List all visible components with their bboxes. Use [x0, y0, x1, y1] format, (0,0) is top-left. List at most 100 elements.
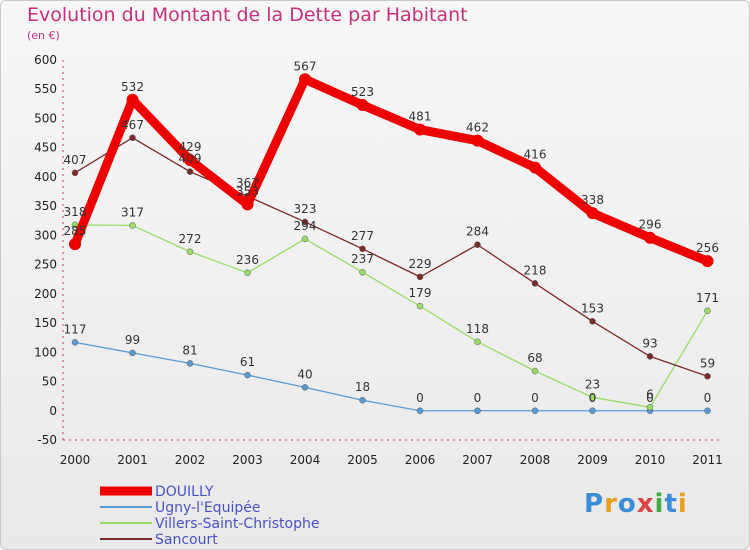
legend: DOUILLYUgny-l'EquipéeVillers-Saint-Chris…: [100, 484, 319, 548]
data-point: [701, 255, 714, 268]
data-point: [531, 367, 539, 375]
data-label: 409: [179, 152, 202, 166]
data-label: 296: [639, 218, 662, 232]
data-point: [186, 248, 194, 256]
data-label: 567: [294, 59, 317, 73]
y-tick-label: 50: [42, 375, 57, 389]
data-label: 277: [351, 229, 374, 243]
data-point: [299, 73, 311, 86]
y-tick-label: 200: [34, 287, 57, 301]
data-point: [69, 238, 81, 251]
data-point: [301, 235, 309, 243]
data-label: 118: [466, 322, 489, 336]
y-tick-label: 300: [34, 228, 57, 242]
x-tick-label: 2003: [232, 453, 263, 467]
x-tick-label: 2008: [520, 453, 551, 467]
data-label: 171: [696, 291, 719, 305]
data-label: 6: [646, 387, 654, 401]
data-point: [126, 93, 139, 106]
data-point: [529, 161, 541, 174]
data-label: 59: [700, 356, 715, 370]
data-point: [704, 307, 711, 315]
chart-subtitle: (en €): [27, 29, 60, 42]
data-point: [416, 273, 424, 281]
data-label: 256: [696, 241, 719, 255]
data-label: 23: [585, 377, 600, 391]
data-label: 0: [646, 391, 654, 405]
x-tick-label: 2006: [405, 453, 436, 467]
chart-title: Evolution du Montant de la Dette par Hab…: [27, 4, 468, 26]
data-point: [359, 268, 366, 276]
y-tick-label: 450: [34, 141, 57, 155]
legend-label: DOUILLY: [155, 484, 214, 500]
data-point: [356, 99, 369, 112]
series-line-0: [70, 74, 712, 266]
data-point: [589, 394, 596, 401]
data-label: 285: [64, 224, 87, 238]
data-point: [474, 407, 481, 415]
chart-axes: -500501001502002503003504004505005506002…: [34, 53, 723, 467]
x-tick-label: 2002: [175, 453, 206, 467]
data-label: 0: [474, 391, 482, 405]
data-label: 429: [179, 140, 202, 154]
data-point: [244, 371, 251, 379]
data-label: 467: [121, 118, 144, 132]
data-point: [589, 407, 596, 415]
series-line-3: [74, 137, 709, 377]
y-tick-label: 500: [34, 111, 57, 125]
data-label: 367: [236, 176, 259, 190]
data-label: 236: [236, 253, 259, 267]
legend-label: Sancourt: [155, 532, 218, 548]
data-label: 407: [64, 153, 87, 167]
data-label: 323: [294, 202, 317, 216]
data-label: 0: [704, 391, 712, 405]
x-tick-label: 2004: [290, 453, 321, 467]
y-tick-label: 250: [34, 258, 57, 272]
data-point: [241, 198, 254, 211]
data-label: 353: [236, 184, 259, 198]
data-label: 237: [351, 252, 374, 266]
data-point: [474, 338, 481, 346]
data-point: [184, 153, 196, 166]
legend-label: Ugny-l'Equipée: [155, 500, 260, 516]
data-label: 481: [409, 110, 432, 124]
data-point: [646, 404, 654, 411]
data-label: 18: [355, 380, 370, 394]
data-label: 68: [527, 351, 542, 365]
data-label: 0: [416, 391, 424, 405]
data-label: 153: [581, 301, 604, 315]
y-tick-label: 100: [34, 345, 57, 359]
data-label: 40: [297, 367, 312, 381]
data-point: [471, 134, 484, 147]
data-point: [416, 407, 424, 415]
data-label: 523: [351, 85, 374, 99]
data-label: 93: [642, 336, 657, 350]
data-label: 317: [121, 205, 144, 219]
data-point: [589, 318, 596, 325]
data-point: [704, 373, 711, 380]
data-point: [531, 407, 539, 415]
data-label: 462: [466, 121, 489, 135]
data-label: 99: [125, 333, 140, 347]
data-point: [129, 134, 136, 142]
data-label: 0: [589, 391, 597, 405]
data-point: [129, 222, 136, 229]
data-point: [416, 302, 424, 310]
proxiti-logo: Proxiti: [584, 489, 688, 519]
data-point: [71, 169, 79, 177]
x-tick-label: 2000: [60, 453, 91, 467]
data-label: 272: [179, 232, 202, 246]
y-tick-label: 350: [34, 199, 57, 213]
data-point: [474, 241, 481, 248]
series-line-2: [74, 224, 709, 408]
data-label: 318: [64, 205, 87, 219]
y-tick-label: 0: [49, 404, 57, 418]
data-point: [414, 123, 426, 136]
series-line-1: [74, 341, 709, 412]
data-label: 338: [581, 193, 604, 207]
data-label: 294: [294, 219, 317, 233]
y-tick-label: 400: [34, 170, 57, 184]
data-label: 179: [409, 286, 432, 300]
x-tick-label: 2011: [692, 453, 723, 467]
